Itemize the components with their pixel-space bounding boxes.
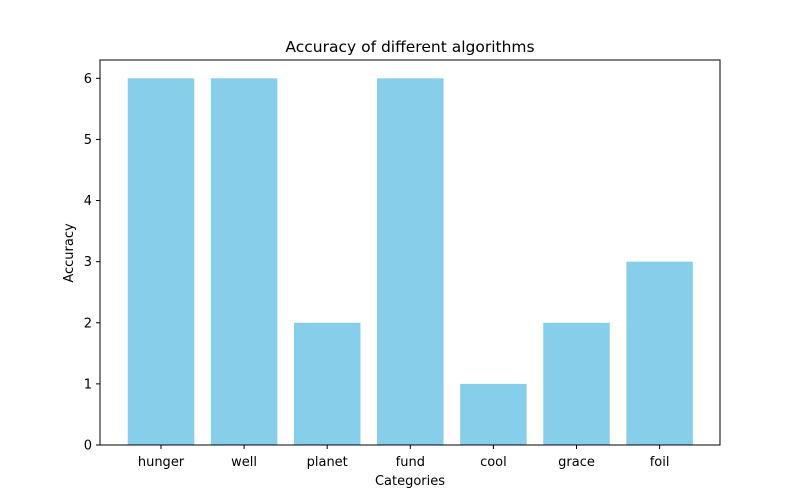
plot-area-frame (99, 59, 721, 446)
bar-grace (543, 322, 610, 445)
x-tick-label: foil (650, 455, 670, 470)
bar-planet (293, 322, 361, 445)
bar-hunger (127, 78, 195, 445)
x-tick-label: well (231, 455, 257, 470)
y-axis-label: Accuracy (62, 223, 77, 283)
bar-foil (626, 261, 693, 445)
y-axis-ticks: 0 1 2 3 4 5 6 (84, 72, 100, 454)
bar-fund (377, 78, 444, 445)
y-tick-label: 5 (84, 133, 92, 148)
bar-cool (460, 383, 527, 445)
bars-group (127, 78, 693, 445)
x-tick-label: planet (307, 455, 348, 470)
y-tick-label: 0 (84, 439, 92, 454)
x-tick-label: grace (558, 455, 595, 470)
x-tick-label: fund (396, 455, 425, 470)
y-tick-label: 4 (84, 194, 92, 209)
y-tick-label: 2 (84, 316, 92, 331)
bar-well (210, 78, 278, 445)
x-tick-label: cool (480, 455, 507, 470)
y-tick-label: 6 (84, 72, 92, 87)
x-tick-label: hunger (138, 455, 185, 470)
x-axis-label: Categories (375, 474, 445, 489)
x-axis-ticks: hunger well planet fund cool grace foil (138, 445, 670, 470)
y-tick-label: 3 (84, 255, 92, 270)
y-tick-label: 1 (84, 377, 92, 392)
chart-title: Accuracy of different algorithms (285, 38, 534, 56)
